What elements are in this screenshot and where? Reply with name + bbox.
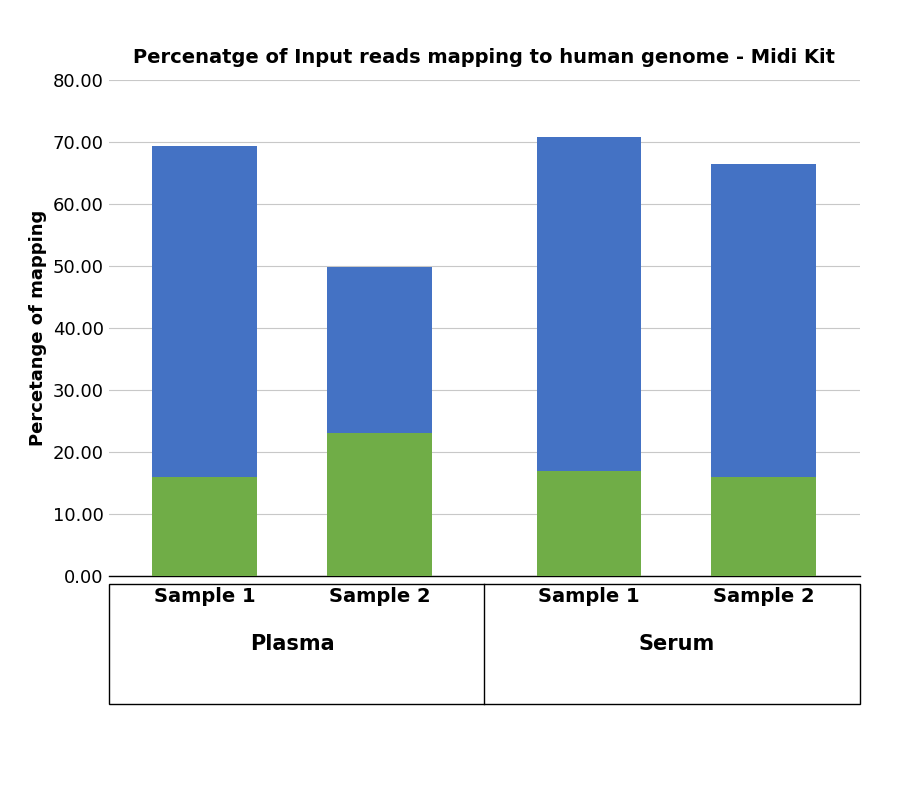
Y-axis label: Percetange of mapping: Percetange of mapping <box>29 210 47 446</box>
Bar <box>327 434 432 576</box>
Bar <box>537 137 642 470</box>
Text: Serum: Serum <box>638 634 714 654</box>
Bar <box>327 267 432 434</box>
Bar <box>152 477 257 576</box>
Bar <box>711 164 816 477</box>
Bar <box>537 470 642 576</box>
Bar <box>152 146 257 477</box>
Title: Percenatge of Input reads mapping to human genome - Midi Kit: Percenatge of Input reads mapping to hum… <box>133 48 835 67</box>
Text: Plasma: Plasma <box>250 634 334 654</box>
Bar <box>711 477 816 576</box>
